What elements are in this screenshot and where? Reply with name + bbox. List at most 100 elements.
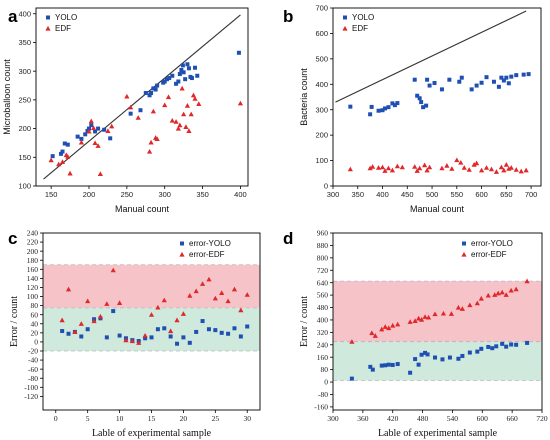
data-point — [59, 159, 66, 164]
data-point — [504, 344, 509, 349]
data-point — [155, 327, 160, 332]
data-point — [509, 342, 514, 347]
data-point — [174, 81, 179, 86]
data-point — [236, 50, 241, 55]
data-point — [514, 342, 519, 347]
legend-square-icon — [343, 15, 347, 20]
data-point — [183, 77, 188, 82]
error-band — [333, 281, 542, 342]
y-tick-label: -120 — [24, 392, 38, 401]
data-point — [486, 344, 491, 349]
data-point — [195, 73, 200, 78]
data-point — [148, 312, 155, 317]
data-point — [493, 169, 500, 174]
data-point — [96, 126, 101, 131]
series-edf — [347, 157, 529, 174]
legend-triangle-icon — [45, 25, 51, 31]
data-point — [503, 292, 509, 297]
data-point — [440, 357, 445, 362]
data-point — [415, 315, 422, 321]
y-tick-label: 960 — [317, 229, 329, 238]
data-point — [367, 165, 373, 171]
data-point — [459, 306, 465, 311]
data-point — [425, 352, 430, 357]
data-point — [524, 278, 530, 284]
panel-d: d 300 360 420 480 540 600 660 720 -160 -80 0 80 160 24… — [283, 229, 548, 439]
data-point — [90, 125, 97, 131]
y-tick-label: 80 — [321, 365, 329, 374]
data-point — [232, 326, 237, 331]
data-point — [154, 136, 160, 141]
data-point — [423, 350, 428, 355]
x-axis-title: Lable of experimental sample — [378, 428, 498, 439]
y-tick-label: 350 — [18, 38, 31, 47]
plot-frame — [35, 7, 249, 187]
data-point — [148, 139, 154, 145]
data-point — [177, 72, 182, 77]
data-point — [79, 334, 84, 339]
data-point — [370, 367, 375, 372]
data-point — [167, 76, 172, 81]
data-point — [392, 103, 397, 108]
series-yolo — [348, 72, 531, 117]
data-point — [245, 324, 250, 329]
data-point — [153, 87, 158, 92]
panel-a: a 150 200 250 300 350 400 100 150 200 250 300 350 400… — [2, 7, 249, 214]
data-point — [89, 123, 94, 128]
data-point — [478, 167, 485, 173]
data-point — [447, 77, 452, 82]
x-tick-label: 360 — [357, 414, 369, 423]
legend-triangle-icon — [461, 251, 467, 257]
data-point — [421, 105, 426, 110]
data-point — [142, 332, 148, 338]
data-point — [168, 334, 173, 339]
y-tick-label: 80 — [31, 301, 39, 310]
data-point — [193, 65, 197, 70]
data-point — [155, 304, 161, 310]
data-point — [117, 333, 122, 338]
y-tick-label: 320 — [317, 328, 329, 337]
y-tick-label: 200 — [315, 131, 328, 140]
x-tick-label: 550 — [451, 190, 464, 199]
data-point — [85, 128, 90, 133]
data-point — [165, 94, 172, 100]
data-point — [78, 139, 85, 145]
data-point — [124, 93, 130, 99]
data-point — [427, 83, 432, 88]
legend: YOLO EDF — [45, 13, 77, 33]
x-tick-label: 700 — [525, 190, 538, 199]
data-point — [479, 346, 484, 351]
data-point — [85, 327, 90, 332]
data-point — [212, 295, 218, 301]
x-tick-label: 300 — [327, 190, 340, 199]
data-point — [458, 160, 464, 165]
series-error-yolo — [60, 309, 250, 346]
y-tick-label: 800 — [317, 253, 329, 262]
x-tick-label: 480 — [417, 414, 429, 423]
data-point — [147, 93, 152, 98]
x-tick-label: 300 — [327, 414, 339, 423]
x-tick-label: 600 — [475, 190, 488, 199]
data-point — [496, 84, 501, 89]
data-point — [407, 319, 413, 324]
legend-label: YOLO — [352, 13, 374, 22]
data-point — [348, 104, 353, 109]
y-axis-title: Error / count — [299, 296, 310, 347]
data-point — [93, 129, 98, 134]
y-tick-label: 180 — [27, 256, 39, 265]
data-point — [419, 352, 424, 357]
x-tick-label: 720 — [536, 414, 548, 423]
data-point — [78, 321, 84, 326]
data-point — [448, 311, 455, 316]
x-tick-label: 25 — [212, 414, 220, 423]
data-point — [349, 339, 355, 344]
data-point — [390, 101, 395, 106]
data-point — [433, 355, 438, 360]
x-tick-label: 420 — [387, 414, 399, 423]
legend: YOLO EDF — [342, 13, 374, 33]
data-point — [65, 142, 70, 147]
legend-label: error-EDF — [471, 250, 507, 259]
data-point — [58, 151, 63, 156]
y-tick-label: 60 — [31, 310, 39, 319]
data-point — [238, 307, 244, 313]
